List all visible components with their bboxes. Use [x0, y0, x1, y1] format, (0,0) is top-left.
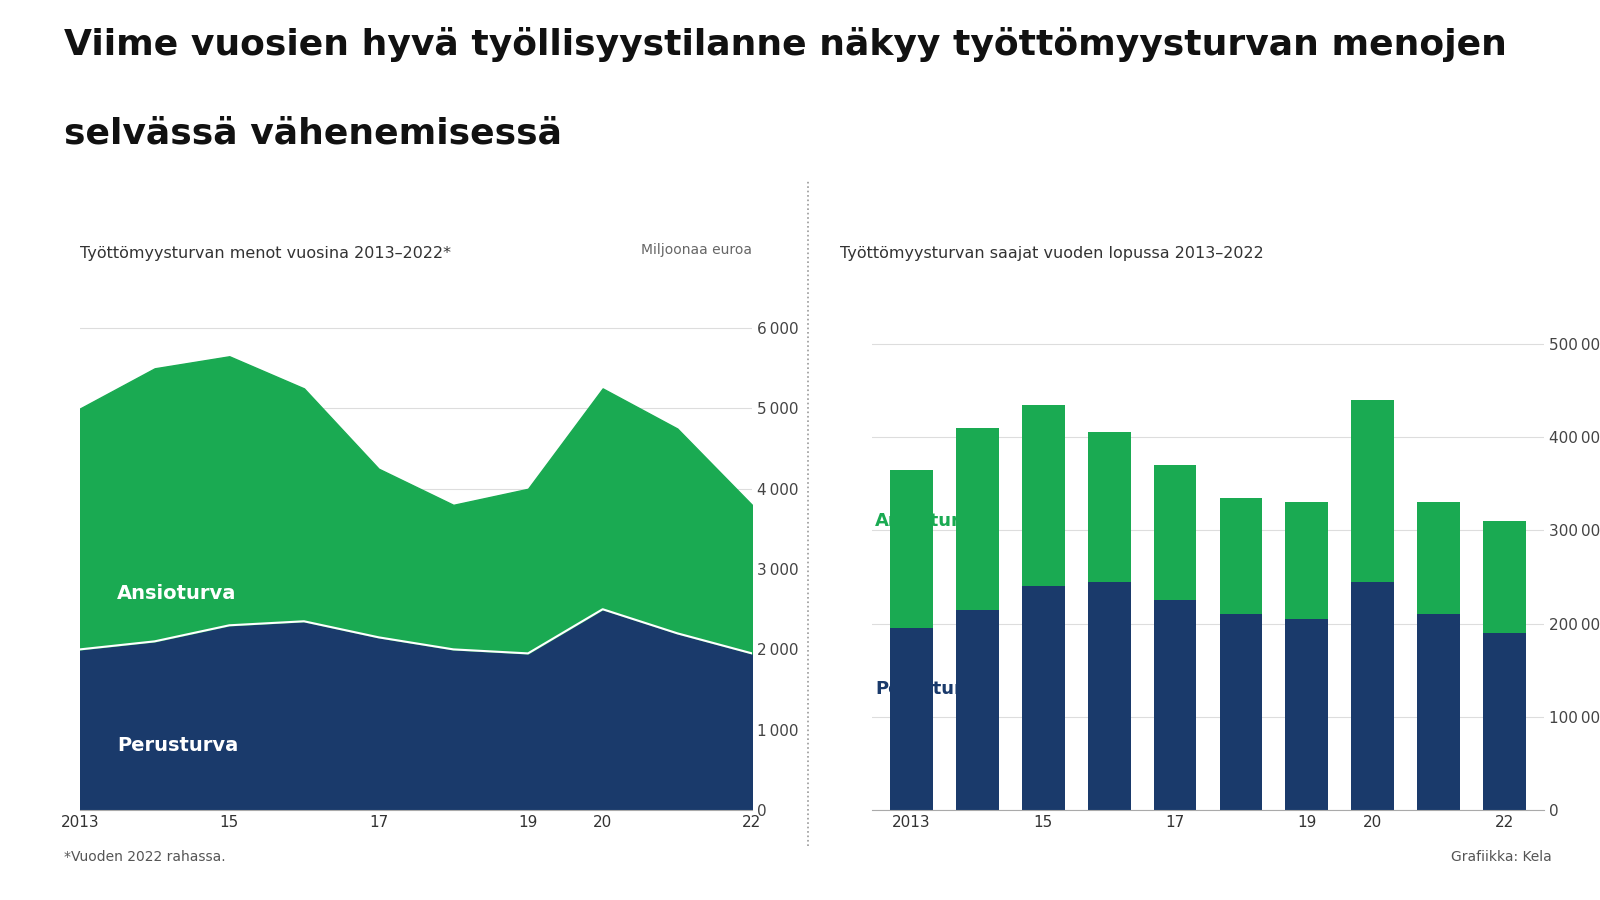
Bar	[1088, 433, 1131, 581]
Bar	[1352, 581, 1394, 810]
Bar	[1219, 498, 1262, 614]
Bar	[1418, 502, 1461, 614]
Bar	[1219, 614, 1262, 810]
Bar	[1022, 404, 1064, 586]
Bar	[890, 470, 933, 628]
Bar	[1418, 614, 1461, 810]
Text: Viime vuosien hyvä työllisyystilanne näkyy työttömyysturvan menojen: Viime vuosien hyvä työllisyystilanne näk…	[64, 27, 1507, 62]
Text: Työttömyysturvan saajat vuoden lopussa 2013–2022: Työttömyysturvan saajat vuoden lopussa 2…	[840, 246, 1264, 261]
Text: Työttömyysturvan menot vuosina 2013–2022*: Työttömyysturvan menot vuosina 2013–2022…	[80, 246, 451, 261]
Text: Perusturva: Perusturva	[117, 736, 238, 755]
Bar	[1285, 502, 1328, 619]
Text: Perusturva: Perusturva	[875, 680, 987, 698]
Bar	[1088, 581, 1131, 810]
Bar	[1154, 600, 1197, 810]
Bar	[1483, 633, 1526, 810]
Bar	[1285, 619, 1328, 810]
Bar	[1022, 586, 1064, 810]
Text: Grafiikka: Kela: Grafiikka: Kela	[1451, 850, 1552, 864]
Bar	[1352, 400, 1394, 581]
Bar	[1154, 465, 1197, 600]
Text: selvässä vähenemisessä: selvässä vähenemisessä	[64, 117, 562, 151]
Text: *Vuoden 2022 rahassa.: *Vuoden 2022 rahassa.	[64, 850, 226, 864]
Bar	[1483, 521, 1526, 633]
Text: Miljoonaa euroa: Miljoonaa euroa	[642, 243, 752, 256]
Text: Ansioturva: Ansioturva	[875, 512, 986, 530]
Text: Ansioturva: Ansioturva	[117, 584, 237, 603]
Bar	[890, 628, 933, 810]
Bar	[957, 609, 998, 810]
Bar	[957, 428, 998, 609]
